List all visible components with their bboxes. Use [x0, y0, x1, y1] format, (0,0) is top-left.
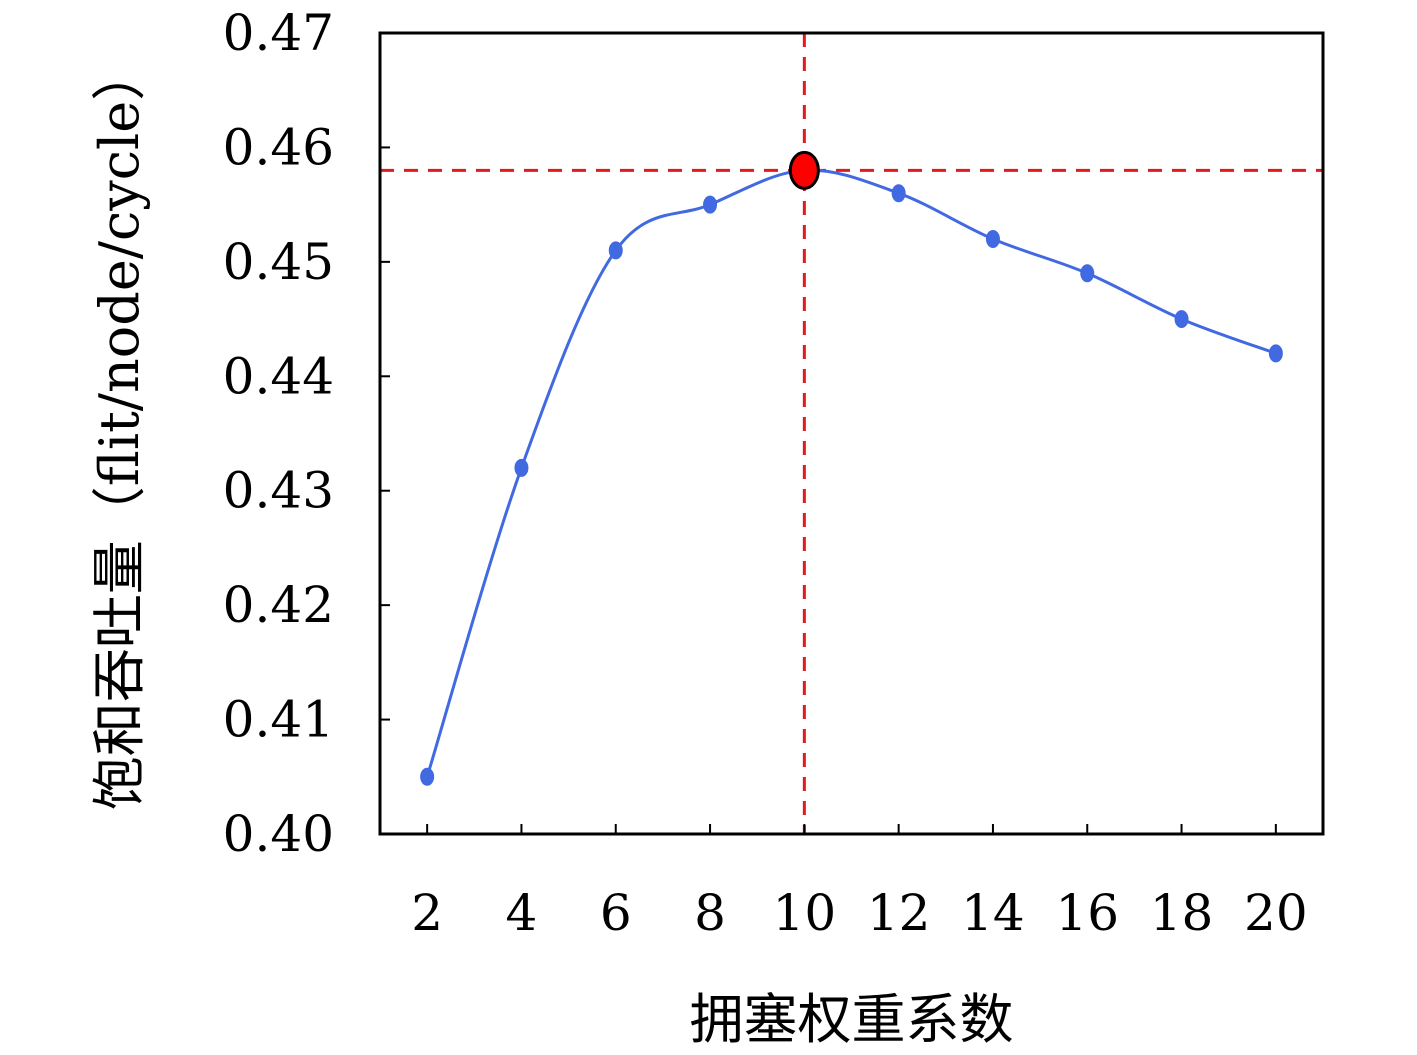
y-tick-label: 0.44	[223, 347, 334, 405]
data-point	[891, 184, 906, 203]
plot-frame	[378, 31, 1325, 836]
x-tick-label: 2	[411, 884, 443, 942]
data-point	[1174, 310, 1189, 329]
y-axis: 0.40 0.41 0.42 0.43 0.44 0.45 0.46 0.47	[223, 4, 390, 863]
x-tick-label: 16	[1055, 884, 1119, 942]
data-point	[514, 458, 529, 477]
data-point	[420, 767, 435, 786]
data-point	[985, 229, 1000, 248]
x-axis-title: 拥塞权重系数	[690, 988, 1014, 1050]
x-tick-label: 18	[1150, 884, 1214, 942]
data-points	[420, 161, 1283, 786]
peak-point	[788, 150, 820, 190]
data-point	[1268, 344, 1283, 363]
data-point	[703, 195, 718, 214]
x-tick-label: 12	[867, 884, 931, 942]
y-axis-title: 饱和吞吐量（flit/node/cycle）	[88, 47, 151, 810]
data-point	[608, 241, 623, 260]
y-tick-label: 0.45	[223, 233, 334, 291]
x-tick-label: 20	[1244, 884, 1308, 942]
y-tick-label: 0.47	[223, 4, 334, 62]
x-tick-label: 14	[961, 884, 1025, 942]
series-line	[425, 168, 1277, 778]
y-tick-label: 0.46	[223, 118, 334, 176]
x-tick-label: 6	[600, 884, 632, 942]
x-axis: 2 4 6 8 10 12 14 16 18 20	[411, 824, 1308, 942]
y-tick-label: 0.40	[223, 805, 334, 863]
x-tick-label: 8	[694, 884, 726, 942]
y-tick-label: 0.42	[223, 576, 334, 634]
highlight-guides	[380, 33, 1323, 834]
x-tick-label: 4	[506, 884, 538, 942]
peak-marker	[788, 150, 820, 190]
x-tick-label: 10	[773, 884, 837, 942]
data-point	[1080, 264, 1095, 283]
y-tick-label: 0.43	[223, 462, 334, 520]
y-tick-label: 0.41	[223, 691, 334, 749]
